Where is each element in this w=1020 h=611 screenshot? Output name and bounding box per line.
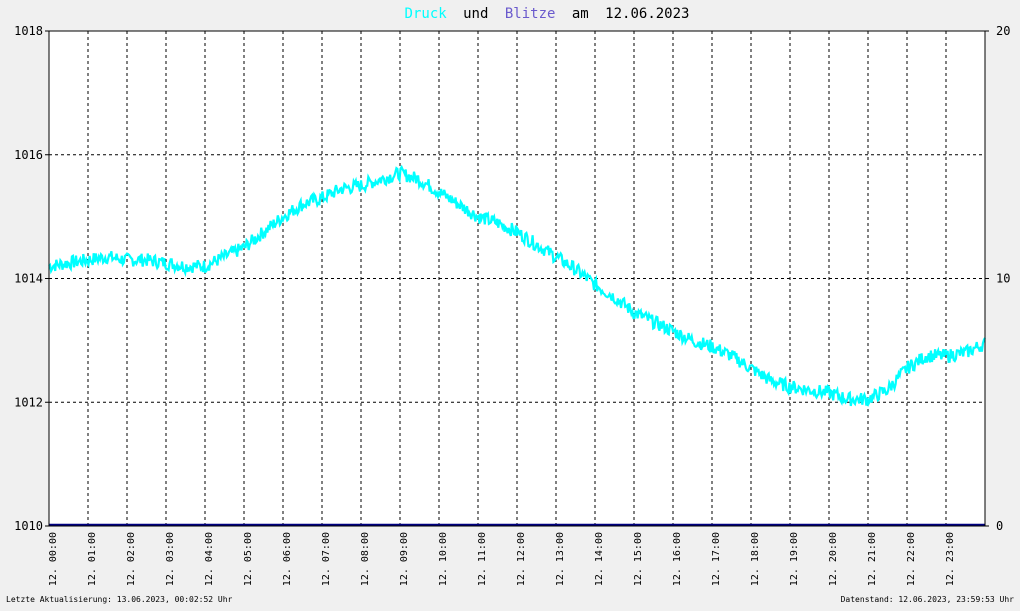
y-left-tick-label: 1010 xyxy=(14,519,43,533)
x-tick-label: 12. 16:00 xyxy=(672,532,683,586)
x-tick-label: 12. 14:00 xyxy=(594,532,605,586)
x-tick-label: 12. 02:00 xyxy=(126,532,137,586)
y-right-tick-label: 0 xyxy=(996,519,1003,533)
x-tick-label: 12. 17:00 xyxy=(711,532,722,586)
series-line-druck xyxy=(48,164,986,408)
x-tick-label: 12. 08:00 xyxy=(360,532,371,586)
y-left-tick-label: 1012 xyxy=(14,395,43,409)
x-tick-label: 12. 03:00 xyxy=(165,532,176,586)
x-tick-label: 12. 10:00 xyxy=(438,532,449,586)
x-tick-label: 12. 21:00 xyxy=(867,532,878,586)
x-tick-label: 12. 15:00 xyxy=(633,532,644,586)
x-tick-label: 12. 11:00 xyxy=(477,532,488,586)
x-tick-label: 12. 04:00 xyxy=(204,532,215,586)
grid xyxy=(49,31,985,526)
x-tick-label: 12. 12:00 xyxy=(516,532,527,586)
axes: 12. 00:00 12. 01:00 12. 02:00 12. 03:00 12. … xyxy=(14,24,1010,586)
y-left-tick-label: 1014 xyxy=(14,272,43,286)
title-series-blitze: Blitze xyxy=(505,6,556,22)
y-left-tick-label: 1018 xyxy=(14,24,43,38)
footer-data-status: Datenstand: 12.06.2023, 23:59:53 Uhr xyxy=(841,595,1015,604)
x-tick-label: 12. 13:00 xyxy=(555,532,566,586)
x-tick-label: 12. 09:00 xyxy=(399,532,410,586)
x-tick-label: 12. 06:00 xyxy=(282,532,293,586)
title-date: 12.06.2023 xyxy=(605,6,689,22)
x-tick-label: 12. 23:00 xyxy=(945,532,956,586)
title-series-druck: Druck xyxy=(405,6,448,22)
title-connector: und xyxy=(463,6,488,22)
y-left-tick-label: 1016 xyxy=(14,148,43,162)
series-layer xyxy=(48,164,986,527)
x-tick-label: 12. 05:00 xyxy=(243,532,254,586)
x-tick-label: 12. 18:00 xyxy=(750,532,761,586)
title-date-prefix: am xyxy=(572,6,589,22)
x-tick-label: 12. 22:00 xyxy=(906,532,917,586)
x-tick-label: 12. 00:00 xyxy=(48,532,59,586)
footer-last-update: Letzte Aktualisierung: 13.06.2023, 00:02… xyxy=(6,595,233,604)
chart-title: Druck und Blitze am 12.06.2023 xyxy=(405,6,690,22)
y-right-tick-label: 10 xyxy=(996,272,1010,286)
y-right-tick-label: 20 xyxy=(996,24,1010,38)
x-tick-label: 12. 01:00 xyxy=(87,532,98,586)
x-tick-label: 12. 19:00 xyxy=(789,532,800,586)
x-tick-label: 12. 07:00 xyxy=(321,532,332,586)
x-tick-label: 12. 20:00 xyxy=(828,532,839,586)
